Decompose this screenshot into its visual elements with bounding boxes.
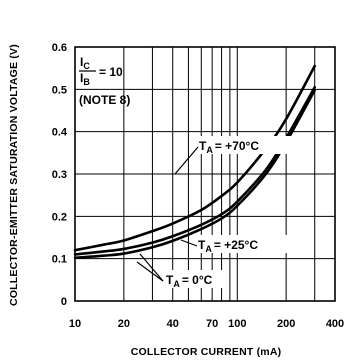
- x-tick-label: 100: [228, 318, 246, 330]
- y-axis-title: COLLECTOR-EMITTER SATURATION VOLTAGE (V): [8, 44, 20, 306]
- note-label: (NOTE 8): [79, 93, 130, 107]
- x-tick-label: 200: [277, 318, 295, 330]
- plot-frame: [74, 46, 336, 302]
- leader-line-70c: [174, 146, 199, 175]
- y-tick-label: 0.2: [52, 211, 67, 223]
- svg-text:TA= +25°C: TA = +25°C: [198, 238, 258, 254]
- leader-line-25c: [180, 239, 198, 247]
- ratio-numerator: IC: [80, 55, 90, 71]
- y-tick-label: 0.6: [52, 42, 67, 54]
- x-tick-label: 40: [167, 318, 179, 330]
- tick-labels: 0 0.1 0.2 0.3 0.4 0.5 0.6 10 20 40 70 100 200 400: [52, 42, 344, 330]
- y-tick-label: 0: [61, 296, 67, 308]
- x-tick-label: 70: [206, 318, 218, 330]
- x-tick-label: 20: [118, 318, 130, 330]
- x-tick-label: 10: [69, 318, 81, 330]
- y-tick-label: 0.5: [52, 84, 67, 96]
- y-tick-label: 0.1: [52, 254, 67, 266]
- condition-annotation: IC IB = 10 (NOTE 8): [79, 55, 130, 107]
- series-label-25c: TA = +25°C: [196, 235, 290, 254]
- series-label-0c: TA = 0°C: [164, 270, 224, 289]
- grid: [74, 46, 336, 302]
- curve-ta-0c: [73, 88, 317, 260]
- y-tick-label: 0.3: [52, 169, 67, 181]
- x-tick-label: 400: [326, 318, 344, 330]
- leader-line-0c-b: [136, 261, 164, 282]
- curve-ta-25c: [73, 85, 317, 256]
- ratio-denominator: IB: [80, 71, 90, 87]
- x-axis-title: COLLECTOR CURRENT (mA): [131, 346, 282, 358]
- y-tick-label: 0.4: [52, 127, 68, 139]
- ratio-value: = 10: [99, 65, 123, 79]
- leader-line-0c-a: [139, 253, 164, 282]
- svg-text:TA= +70°C: TA = +70°C: [199, 139, 259, 155]
- series-label-70c: TA = +70°C: [197, 136, 291, 155]
- svg-text:TA= 0°C: TA = 0°C: [166, 273, 213, 289]
